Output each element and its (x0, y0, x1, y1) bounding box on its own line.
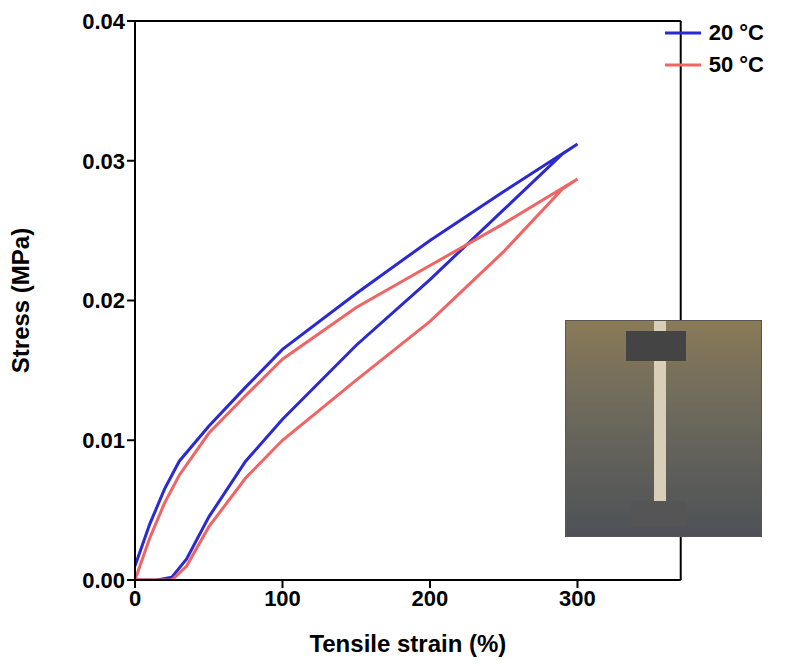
svg-text:100: 100 (264, 586, 301, 611)
svg-text:0.00: 0.00 (82, 568, 125, 593)
svg-text:0.04: 0.04 (82, 9, 126, 34)
svg-text:0: 0 (129, 586, 141, 611)
html-text:20 °C: 20 °C (708, 20, 764, 45)
svg-text:Stress (MPa): Stress (MPa) (7, 228, 34, 373)
svg-text:Tensile strain (%): Tensile strain (%) (309, 630, 506, 657)
svg-text:0.02: 0.02 (82, 288, 125, 313)
svg-text:0.01: 0.01 (82, 428, 125, 453)
html-text:50 °C: 50 °C (708, 52, 764, 77)
svg-text:0.03: 0.03 (82, 149, 125, 174)
svg-text:200: 200 (412, 586, 449, 611)
svg-text:300: 300 (559, 586, 596, 611)
